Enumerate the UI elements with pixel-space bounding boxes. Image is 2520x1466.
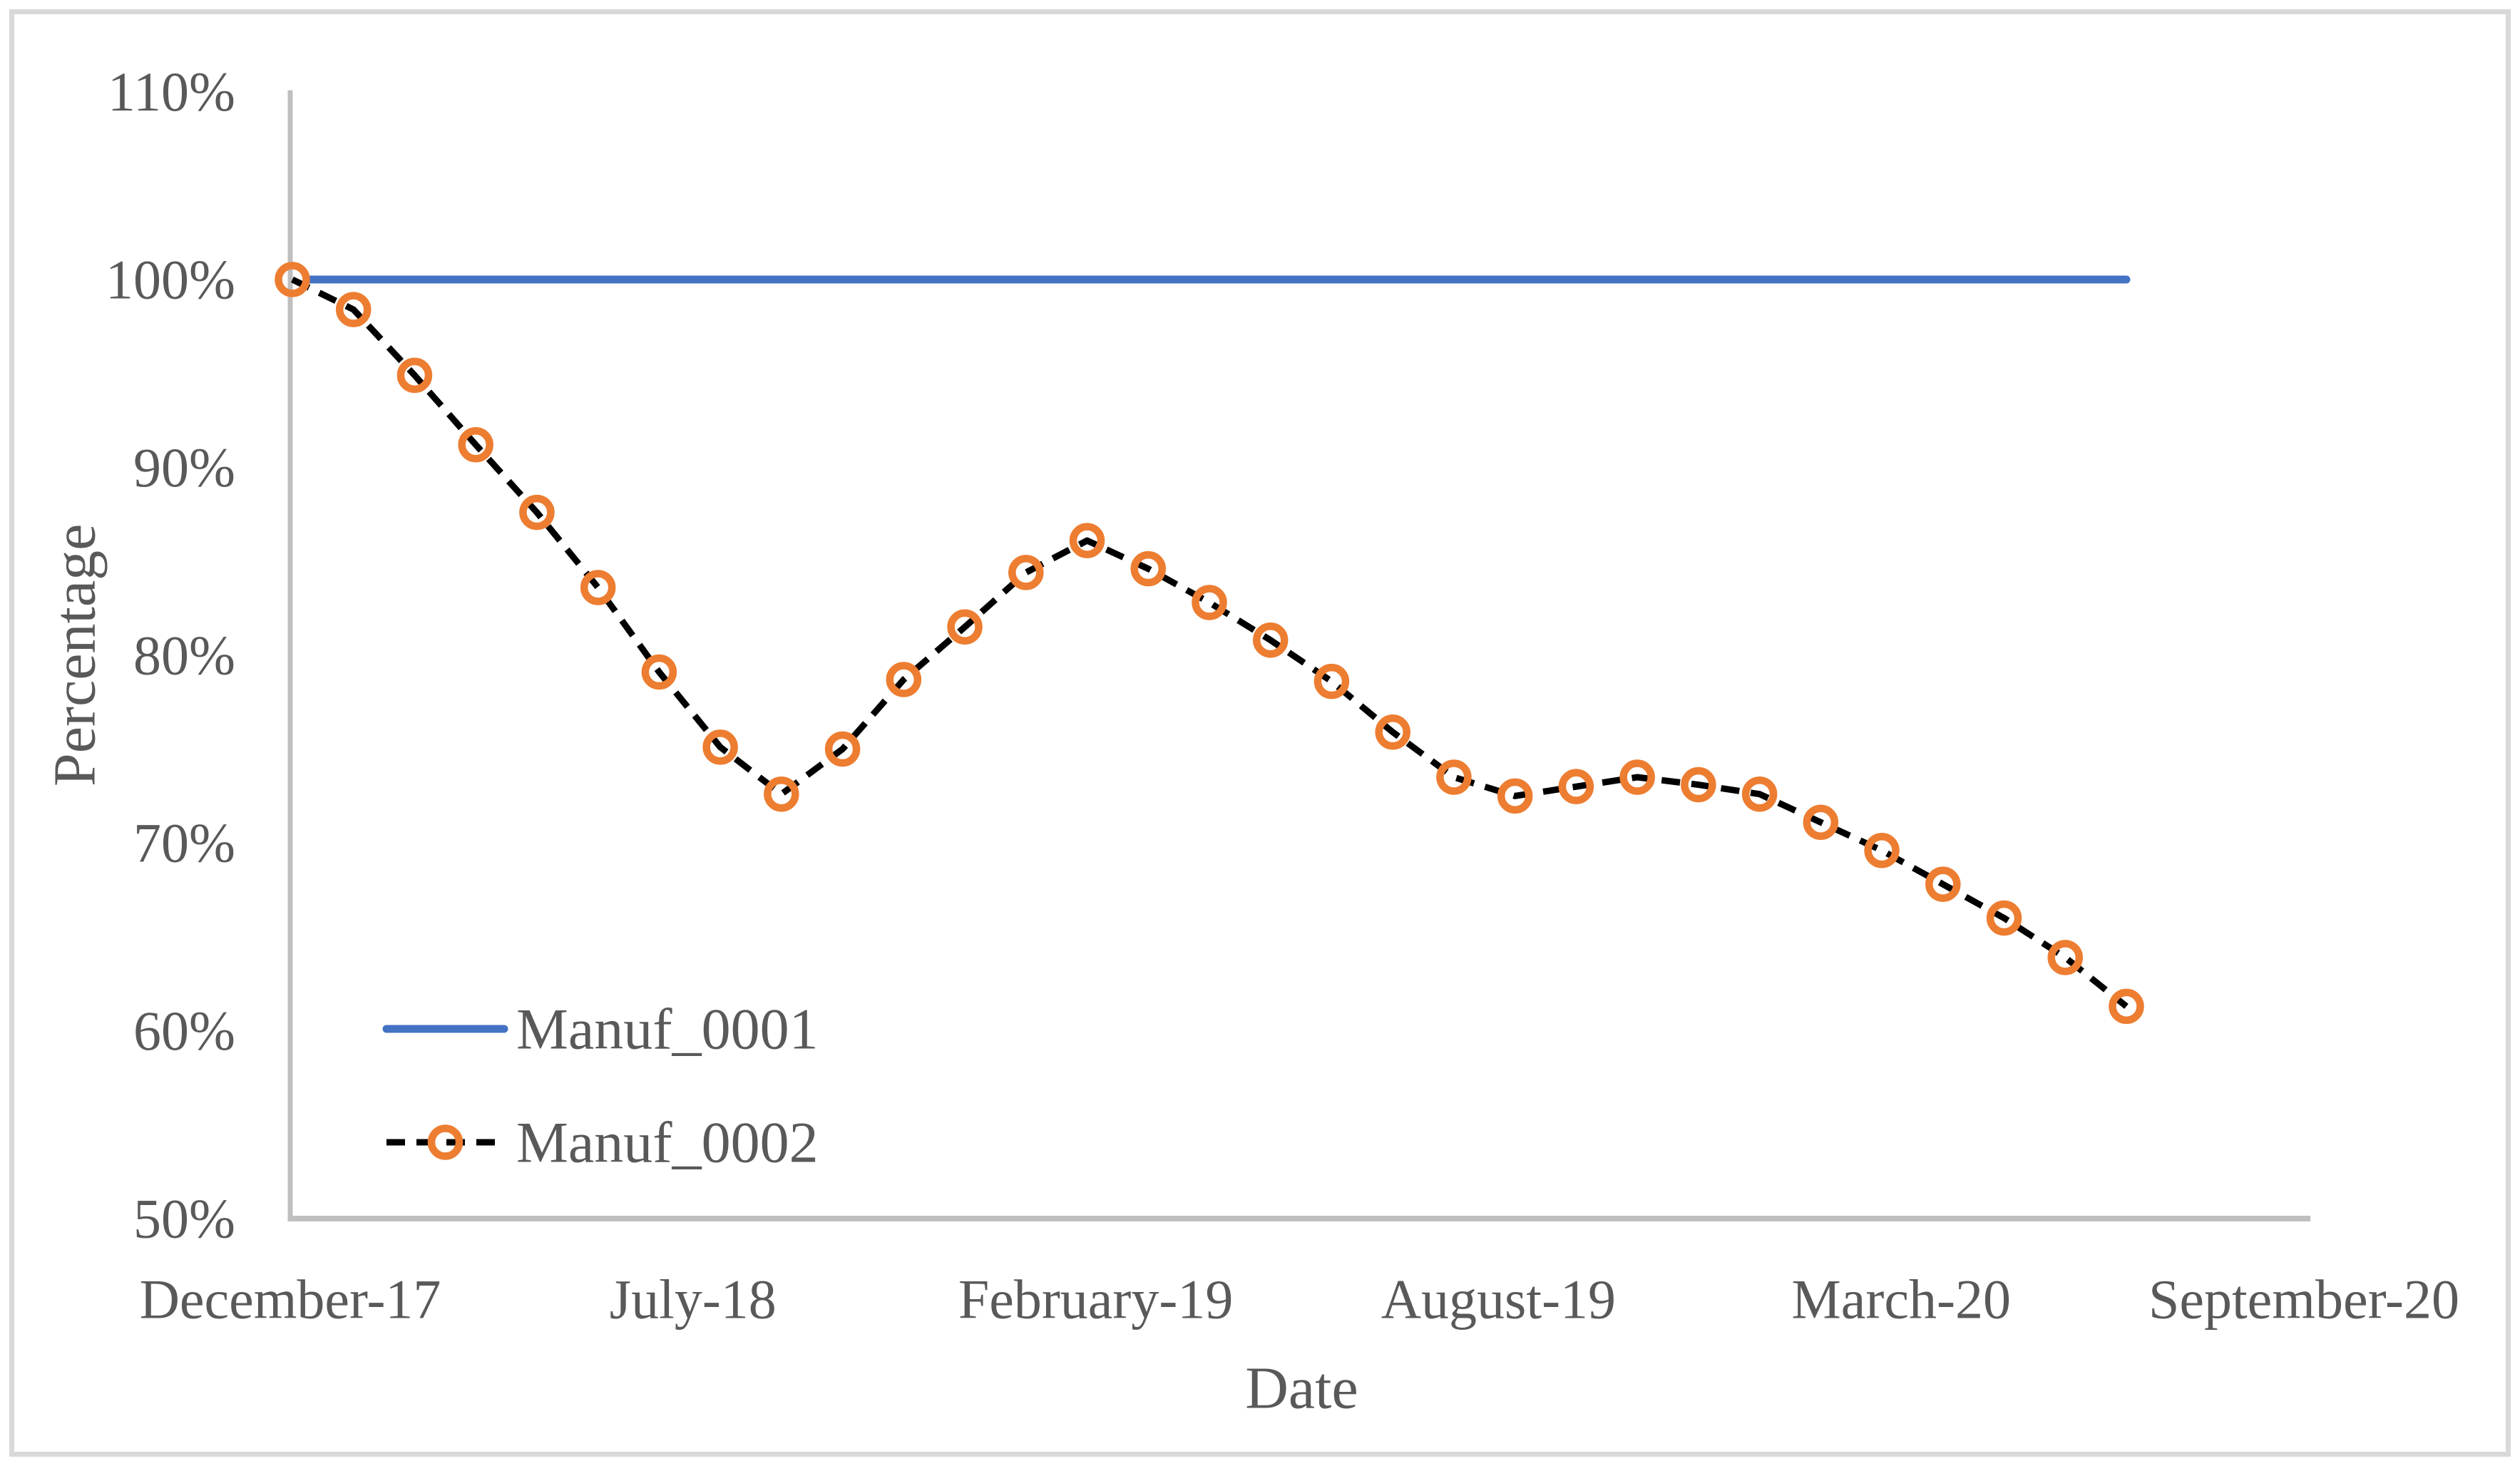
data-point-marker bbox=[1008, 555, 1044, 590]
y-tick-label: 50% bbox=[133, 1188, 235, 1250]
data-point-marker bbox=[764, 776, 799, 812]
legend-label-manuf-0001: Manuf_0001 bbox=[516, 997, 819, 1062]
data-point-marker bbox=[1681, 767, 1716, 803]
data-point-marker bbox=[2109, 988, 2144, 1025]
legend: Manuf_0001 Manuf_0002 bbox=[382, 997, 819, 1175]
data-point-marker bbox=[1069, 523, 1105, 558]
data-point-marker bbox=[1252, 622, 1289, 658]
data-point-marker bbox=[1864, 832, 1900, 868]
manuf-0002-line bbox=[291, 276, 2129, 1009]
data-point-marker bbox=[824, 731, 861, 767]
data-point-marker bbox=[335, 292, 372, 327]
data-point-marker bbox=[947, 609, 983, 645]
y-tick-label: 90% bbox=[133, 436, 235, 498]
data-point-marker bbox=[1558, 769, 1594, 804]
y-axis-tick-labels: 110% 100% 90% 80% 70% 60% 50% bbox=[106, 61, 235, 1249]
data-point-marker bbox=[1313, 663, 1350, 699]
data-point-marker bbox=[886, 662, 922, 697]
data-point-marker bbox=[1192, 585, 1227, 620]
data-point-marker bbox=[580, 570, 616, 605]
x-tick-label: March-20 bbox=[1791, 1268, 2011, 1331]
x-axis-title: Date bbox=[1245, 1355, 1358, 1422]
x-tick-label: July-18 bbox=[610, 1268, 777, 1331]
data-point-marker bbox=[519, 494, 555, 530]
legend-marker-icon bbox=[427, 1124, 463, 1160]
data-point-marker bbox=[396, 357, 433, 394]
y-tick-label: 60% bbox=[133, 1000, 235, 1062]
data-point-marker bbox=[1375, 714, 1410, 750]
data-point-marker bbox=[1803, 804, 1839, 840]
data-point-marker bbox=[1619, 759, 1655, 795]
x-tick-label: September-20 bbox=[2148, 1268, 2459, 1331]
axes bbox=[287, 90, 2310, 1221]
series-Manuf_0002 bbox=[275, 262, 2144, 1025]
data-point-marker bbox=[1741, 776, 1778, 812]
data-point-marker bbox=[1986, 900, 2022, 936]
data-point-marker bbox=[1130, 550, 1167, 587]
y-tick-label: 70% bbox=[133, 812, 235, 874]
data-point-marker bbox=[1497, 778, 1533, 814]
x-tick-label: August-19 bbox=[1381, 1268, 1616, 1331]
y-axis-title: Percentage bbox=[42, 524, 108, 786]
data-point-marker bbox=[458, 427, 493, 463]
data-point-marker bbox=[702, 729, 738, 765]
legend-label-manuf-0002: Manuf_0002 bbox=[516, 1110, 819, 1175]
data-point-marker bbox=[641, 654, 677, 690]
y-tick-label: 80% bbox=[133, 624, 235, 686]
x-tick-label: February-19 bbox=[958, 1268, 1234, 1331]
x-axis-tick-labels: December-17 July-18 February-19 August-19 Ma… bbox=[140, 1268, 2459, 1331]
data-point-marker bbox=[275, 262, 310, 297]
data-point-marker bbox=[1436, 759, 1472, 795]
data-point-marker bbox=[1925, 866, 1961, 902]
data-point-marker bbox=[2047, 940, 2084, 975]
y-tick-label: 110% bbox=[108, 61, 235, 123]
y-tick-label: 100% bbox=[106, 249, 235, 311]
x-tick-label: December-17 bbox=[140, 1268, 441, 1331]
